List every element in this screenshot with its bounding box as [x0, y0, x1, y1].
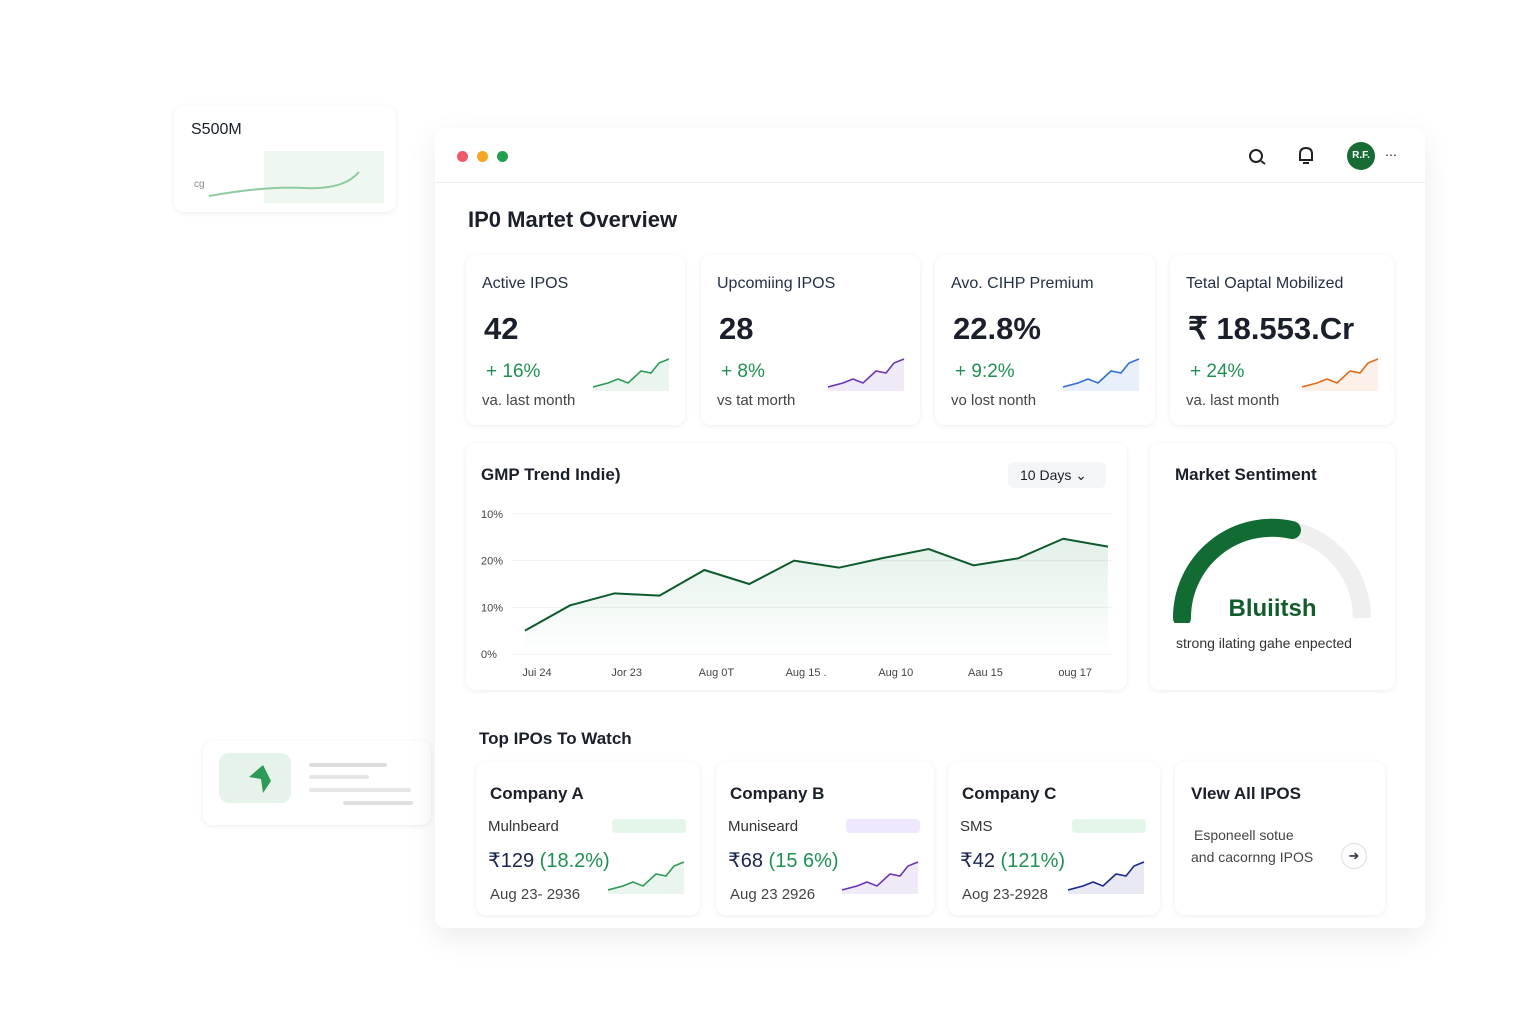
kpi-change: + 8% [721, 361, 765, 382]
kpi-title: Tetal Oaptal Mobilized [1186, 275, 1344, 292]
ipo-tag [612, 819, 686, 833]
avatar[interactable]: R.F. [1347, 142, 1375, 170]
search-icon[interactable] [1247, 146, 1269, 168]
ipo-price: ₹68 (15 6%) [728, 848, 839, 873]
ipo-tag [846, 819, 920, 833]
view-all-arrow[interactable]: ➜ [1341, 843, 1367, 869]
sparkline [1302, 358, 1379, 391]
kpi-value: 22.8% [953, 311, 1041, 346]
side-card: S500M cg [174, 106, 396, 212]
view-all-title: VIew All IPOS [1191, 784, 1301, 803]
kpi-title: Upcomiing IPOS [717, 275, 836, 292]
sentiment-title: Market Sentiment [1175, 465, 1317, 484]
ipo-price-value: ₹129 [488, 850, 535, 872]
kpi-card: Avo. CIHP Premium 22.8% + 9:2% vo lost nont… [935, 255, 1155, 425]
sparkline [593, 358, 670, 391]
view-all-text: Esponeell sotue [1194, 827, 1294, 843]
ipo-sector: SMS [960, 818, 993, 835]
sparkline [828, 358, 905, 391]
chart-title: GMP Trend Indie) [481, 465, 621, 484]
kpi-value: 28 [719, 311, 754, 346]
window-dot[interactable] [497, 151, 508, 162]
kpi-value: ₹ 18.553.Cr [1188, 311, 1355, 346]
side-card-value: S500M [191, 121, 242, 138]
window-dot[interactable] [477, 151, 488, 162]
ipo-date: Aug 23 2926 [730, 886, 816, 903]
kpi-change: + 9:2% [955, 361, 1015, 382]
kpi-title: Active IPOS [482, 275, 569, 292]
sparkline [1068, 861, 1145, 894]
ipo-name: Company B [730, 784, 825, 803]
ipo-name: Company A [490, 784, 584, 803]
kpi-title: Avo. CIHP Premium [951, 275, 1094, 292]
ipo-name: Company C [962, 784, 1057, 803]
sentiment-card: Market Sentiment Bluiitsh strong ilating… [1150, 443, 1395, 690]
side-widget [203, 741, 431, 825]
range-dropdown[interactable]: 10 Days ⌄ [1008, 462, 1106, 488]
kpi-change: + 16% [486, 361, 541, 382]
ipo-change: (18.2%) [539, 850, 610, 872]
kpi-note: va. last month [1186, 392, 1280, 409]
side-icon [219, 753, 291, 803]
kpi-card: Upcomiing IPOS 28 + 8% vs tat morth [701, 255, 920, 425]
skeleton-line [343, 801, 413, 805]
sparkline [608, 861, 685, 894]
ipo-price-value: ₹68 [728, 850, 763, 872]
view-all-card[interactable]: VIew All IPOS Esponeell sotue and cacorn… [1175, 762, 1385, 915]
sentiment-value: Bluiitsh [1228, 595, 1317, 622]
skeleton-line [309, 788, 411, 792]
ipo-sector: Mulnbeard [488, 818, 559, 835]
range-label: 10 Days [1020, 467, 1072, 483]
ipo-date: Aog 23-2928 [962, 886, 1048, 903]
kpi-change: + 24% [1190, 361, 1245, 382]
window-dot[interactable] [457, 151, 468, 162]
kpi-card: Active IPOS 42 + 16% va. last month [466, 255, 685, 425]
sentiment-gauge [1172, 518, 1371, 623]
skeleton-line [309, 763, 387, 767]
ipo-card[interactable]: Company B Muniseard ₹68 (15 6%) Aug 23 2926 [716, 762, 934, 915]
chart-card: GMP Trend Indie) 10 Days ⌄ [466, 443, 1127, 690]
ipo-price: ₹129 (18.2%) [488, 848, 610, 873]
view-all-text: and cacornng IPOS [1191, 849, 1314, 865]
sparkline [1063, 358, 1140, 391]
header-divider [435, 182, 1425, 183]
page-title: IP0 Martet Overview [468, 207, 678, 232]
ipo-tag [1072, 819, 1146, 833]
ipo-sector: Muniseard [728, 818, 799, 835]
side-sparkline [208, 151, 384, 203]
ipo-change: (15 6%) [768, 850, 839, 872]
sparkline [842, 861, 919, 894]
ipo-price-value: ₹42 [960, 850, 995, 872]
section-title: Top IPOs To Watch [479, 729, 632, 748]
kpi-note: vs tat morth [717, 392, 796, 409]
ipo-card[interactable]: Company C SMS ₹42 (121%) Aog 23-2928 [948, 762, 1160, 915]
ipo-price: ₹42 (121%) [960, 848, 1065, 873]
avatar-menu[interactable]: ⋯ [1385, 148, 1397, 162]
kpi-card: Tetal Oaptal Mobilized ₹ 18.553.Cr + 24% va… [1170, 255, 1394, 425]
kpi-note: vo lost nonth [951, 392, 1037, 409]
kpi-value: 42 [484, 311, 519, 346]
sentiment-note: strong ilating gahe enpected [1176, 635, 1352, 651]
ipo-change: (121%) [1000, 850, 1066, 872]
kpi-note: va. last month [482, 392, 576, 409]
side-card-label: cg [194, 179, 205, 190]
ipo-card[interactable]: Company A Mulnbeard ₹129 (18.2%) Aug 23- 29… [476, 762, 700, 915]
bell-icon[interactable] [1295, 145, 1317, 167]
skeleton-line [309, 775, 369, 779]
ipo-date: Aug 23- 2936 [490, 886, 581, 903]
